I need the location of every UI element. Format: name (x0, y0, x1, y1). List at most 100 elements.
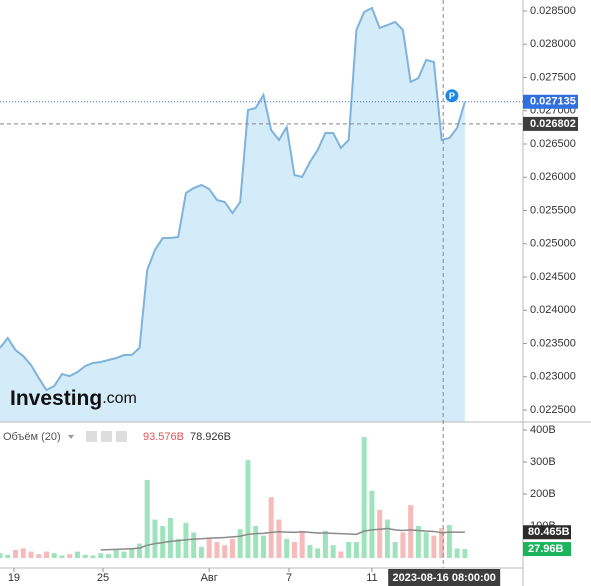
volume-bar (191, 532, 197, 558)
volume-bar (260, 535, 266, 558)
volume-bar (408, 505, 414, 558)
volume-bar (377, 510, 383, 558)
volume-bar (198, 546, 204, 558)
volume-bar (229, 538, 235, 558)
volume-bar (291, 542, 297, 558)
volume-bar (206, 538, 212, 558)
volume-bar (330, 545, 336, 558)
volume-bar (222, 545, 228, 558)
volume-bar (43, 551, 49, 558)
volume-bar (446, 525, 452, 558)
x-tick-label: 11 (366, 572, 377, 584)
volume-title: Объём (20) (3, 431, 61, 443)
volume-bar (276, 519, 282, 558)
event-marker-label: P (449, 91, 455, 101)
volume-bar (82, 554, 88, 558)
volume-bar (361, 437, 367, 558)
last-volume-label: 80.465B (528, 526, 570, 538)
volume-bar (284, 538, 290, 558)
volume-bar (423, 532, 429, 558)
eye-icon[interactable] (86, 431, 97, 442)
overlay-layer: 0.022500 0.023000 0.023500 0.024000 0.024500… (0, 0, 578, 586)
volume-bar (12, 550, 18, 558)
watermark-suffix: .com (102, 390, 137, 407)
last-price-box (523, 94, 578, 109)
watermark-brand: Investing (10, 387, 102, 410)
volume-bar (59, 555, 65, 558)
volume-bar (74, 551, 80, 558)
volume-bar (90, 555, 96, 558)
volume-bar (167, 518, 173, 558)
volume-bar (136, 543, 142, 558)
volume-bar (5, 554, 11, 558)
y-tick-label: 0.025000 (530, 238, 576, 250)
y-tick-label: 0.024000 (530, 304, 576, 316)
volume-bar (51, 553, 57, 558)
volume-bar (105, 554, 111, 558)
volume-bar (113, 550, 119, 558)
volume-bar (268, 497, 274, 558)
volume-bar (338, 551, 344, 558)
plot-layer (0, 6, 468, 558)
volume-bar (353, 542, 359, 558)
y-tick-label: 300B (530, 456, 556, 468)
y-tick-label: 0.028000 (530, 38, 576, 50)
volume-bar (98, 553, 104, 558)
dropdown-icon[interactable] (68, 435, 74, 439)
volume-bar (384, 519, 390, 558)
volume-bar (415, 526, 421, 558)
y-tick-label: 0.022500 (530, 404, 576, 416)
legend-value: 78.926B (190, 431, 231, 443)
crosshair-y-label: 0.026802 (530, 118, 576, 130)
x-tick-label: 25 (97, 572, 109, 584)
volume-bar (369, 490, 375, 558)
last-volume-box (523, 525, 571, 540)
volume-bar (36, 554, 42, 558)
price-line (0, 6, 466, 392)
volume-bar (299, 530, 305, 558)
volume-bar (431, 535, 437, 558)
settings-icon[interactable] (101, 431, 112, 442)
volume-bar (28, 551, 34, 558)
volume-bar (392, 542, 398, 558)
y-tick-label: 0.025500 (530, 204, 576, 216)
y-tick-label: 0.023000 (530, 371, 576, 383)
moving-average-line (100, 527, 465, 551)
last-price-label: 0.027135 (530, 96, 576, 108)
volume-bar (237, 529, 243, 558)
volume-bar (346, 542, 352, 558)
x-tick-label: 7 (286, 572, 292, 584)
y-tick-label: 0.024500 (530, 271, 576, 283)
crosshair-y-box (523, 116, 578, 131)
volume-bar (439, 528, 445, 558)
volume-bar (121, 551, 127, 558)
close-icon[interactable] (116, 431, 127, 442)
y-tick-label: 400B (530, 424, 556, 436)
x-tick-label: 19 (8, 572, 20, 584)
y-tick-label: 0.026000 (530, 171, 576, 183)
y-tick-label: 0.026500 (530, 138, 576, 150)
y-tick-label: 0.027500 (530, 71, 576, 83)
volume-bar (144, 479, 150, 558)
crosshair-x-box (388, 569, 501, 586)
last-volume-box (523, 542, 571, 557)
volume-bar (454, 548, 460, 558)
volume-bar (175, 538, 181, 558)
area-fill (0, 7, 465, 423)
last-volume-label: 27.96B (528, 543, 564, 555)
volume-bar (253, 526, 259, 558)
volume-bar (245, 460, 251, 558)
x-tick-label: Авг (201, 572, 218, 584)
y-tick-label: 200B (530, 488, 556, 500)
legend-value: 93.576B (143, 431, 184, 443)
volume-bar (152, 519, 158, 558)
volume-bar (129, 548, 135, 558)
y-tick-label: 0.023500 (530, 337, 576, 349)
volume-bar (322, 530, 328, 558)
y-tick-label: 0.028500 (530, 5, 576, 17)
event-marker (444, 88, 460, 104)
volume-bar (307, 545, 313, 558)
volume-bar (20, 548, 26, 558)
volume-bar (400, 532, 406, 558)
